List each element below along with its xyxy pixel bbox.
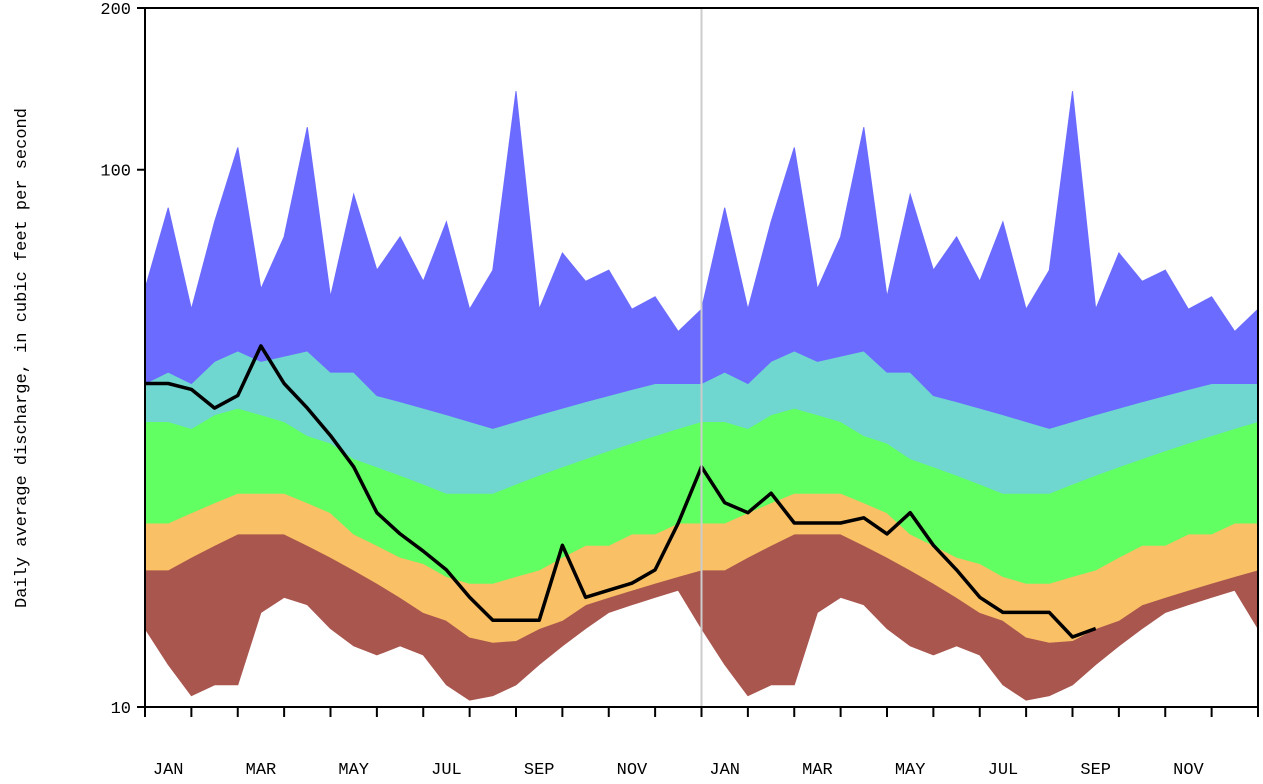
y-axis-label: Daily average discharge, in cubic feet p… [13, 108, 32, 608]
x-tick-label: MAR [802, 761, 833, 779]
x-tick-label: MAY [338, 761, 369, 779]
x-tick-label: JAN [709, 761, 740, 779]
y-tick-label: 10 [111, 700, 131, 719]
y-tick-label: 100 [100, 163, 131, 182]
x-tick-label: SEP [524, 761, 555, 779]
x-tick-label: JAN [153, 761, 184, 779]
x-tick-label: SEP [1080, 761, 1111, 779]
x-tick-label: JUL [431, 761, 462, 779]
x-tick-label: NOV [1173, 761, 1204, 779]
y-tick-label: 200 [100, 1, 131, 20]
x-tick-label: NOV [617, 761, 648, 779]
x-tick-label: JUL [988, 761, 1019, 779]
x-tick-label: MAY [895, 761, 926, 779]
observed-line [145, 344, 1097, 639]
x-tick-label: MAR [246, 761, 277, 779]
